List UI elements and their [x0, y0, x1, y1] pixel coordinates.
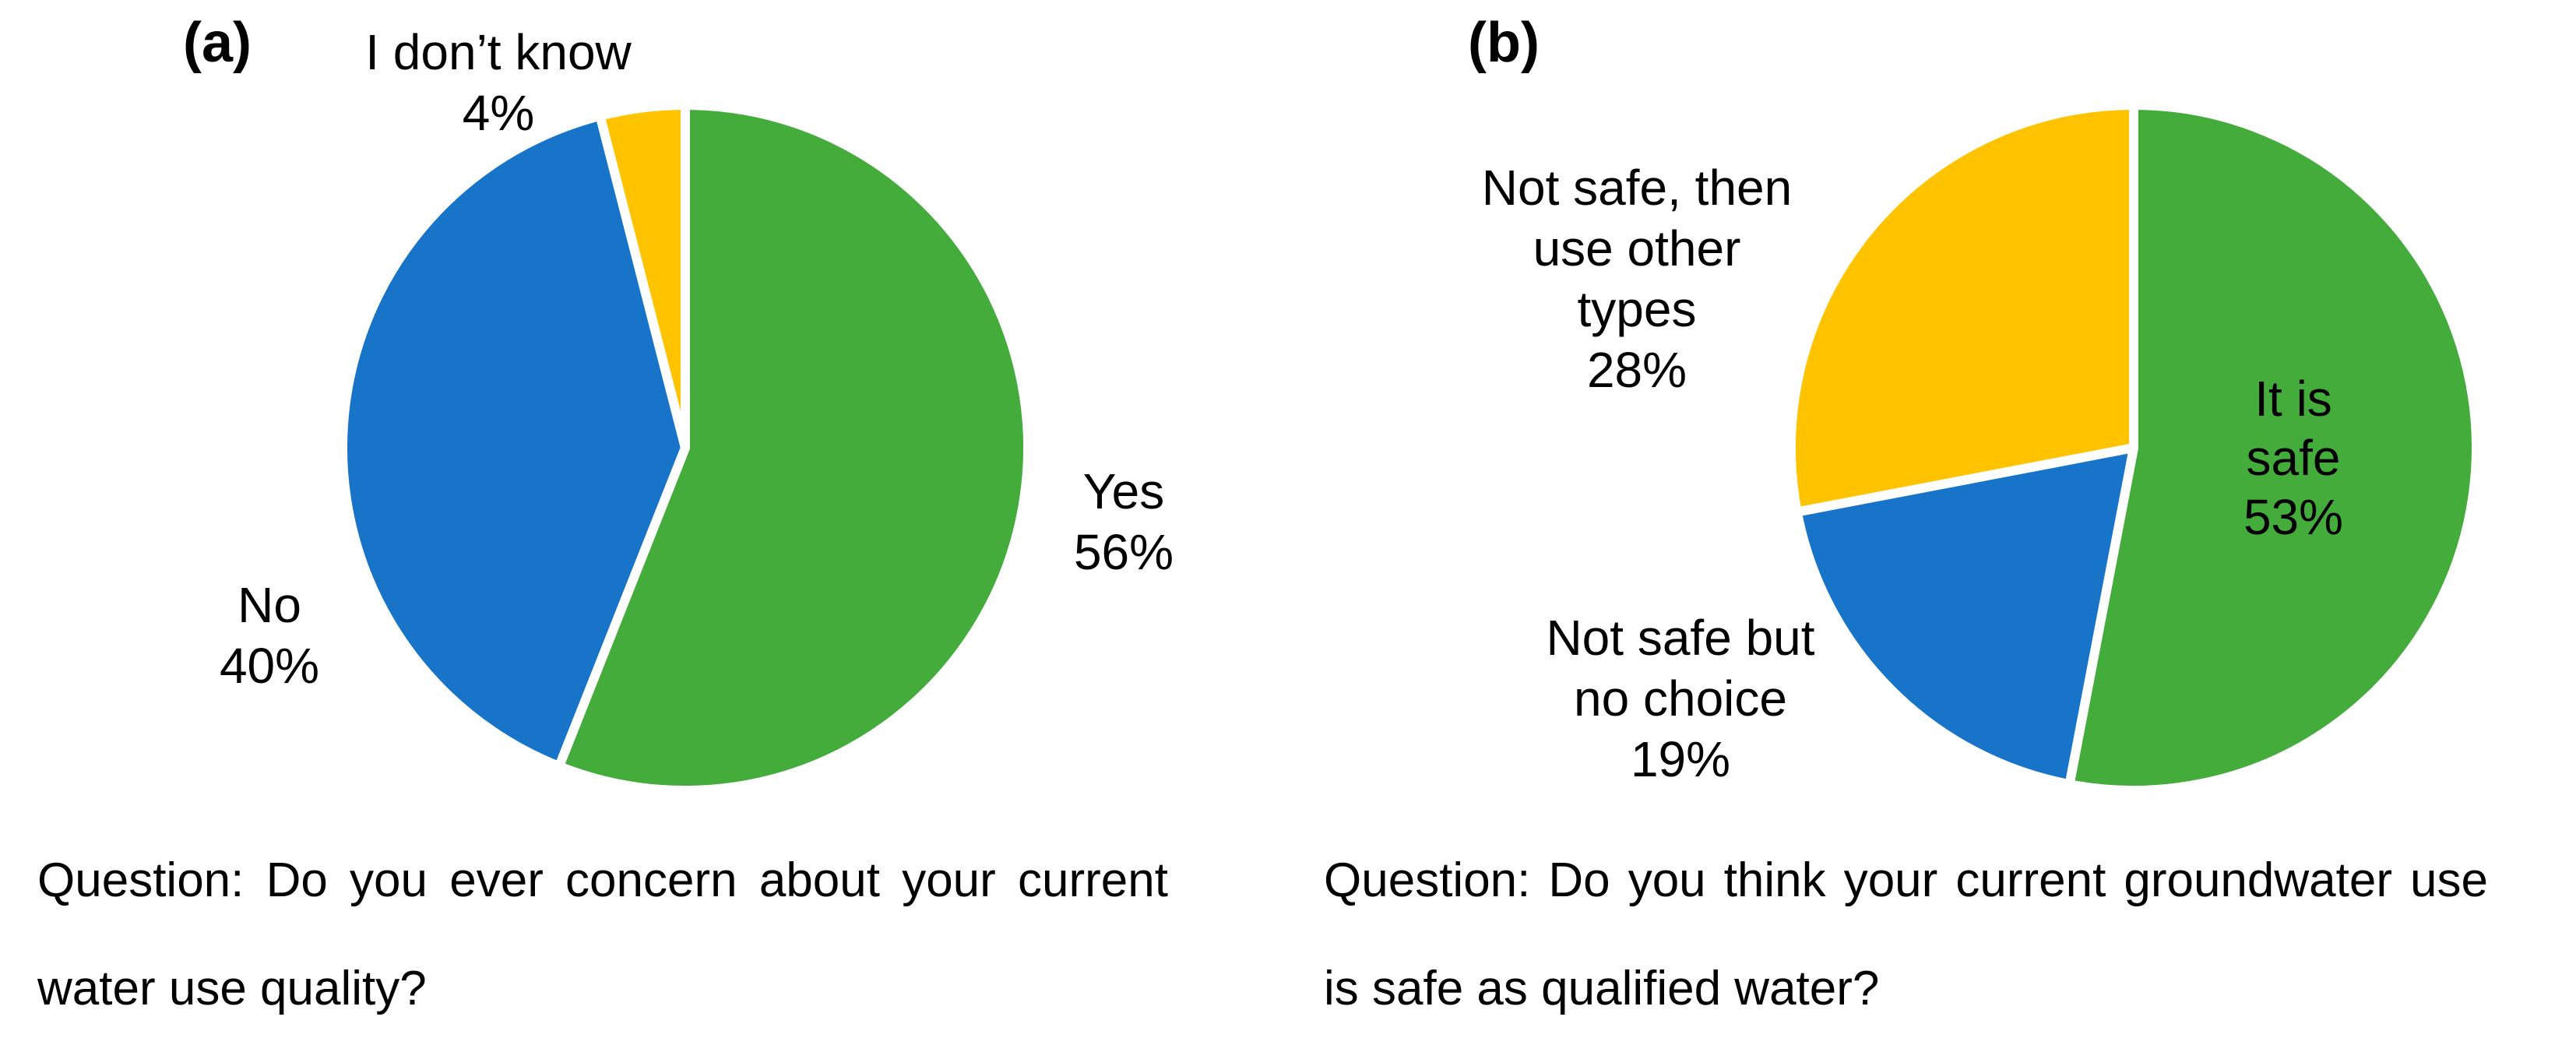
question-caption-b: Question: Do you think your current grou… — [1324, 857, 2488, 1013]
slice-label-not-safe-no-choice: Not safe but no choice 19% — [1546, 607, 1814, 790]
slice-label-line: use other — [1533, 220, 1741, 276]
pie-chart-a — [338, 100, 1033, 795]
question-caption-a: Question: Do you ever concern about your… — [37, 857, 1168, 1013]
slice-label-line: safe — [2246, 430, 2341, 486]
question-line: Question: Do you ever concern about your… — [37, 853, 1168, 907]
slice-label-line: 19% — [1630, 731, 1731, 787]
question-line: Question: Do you think your current grou… — [1324, 853, 2488, 907]
slice-label-yes: Yes 56% — [1074, 461, 1174, 582]
pie-slice-b-19pct — [1792, 443, 2138, 790]
pie-slice-b-53pct — [2064, 100, 2481, 795]
slice-label-i-dont-know: I don’t know 4% — [365, 22, 632, 143]
slice-label-no: No 40% — [220, 575, 319, 696]
question-line: is safe as qualified water? — [1324, 962, 1880, 1015]
slice-label-line: 28% — [1586, 342, 1687, 398]
slice-label-line: Yes — [1082, 463, 1165, 519]
panel-label-a: (a) — [183, 12, 252, 74]
pie-chart-b — [1786, 100, 2481, 795]
slice-label-line: Not safe but — [1546, 610, 1815, 666]
pie-slice-b-28pct — [1786, 100, 2138, 517]
pie-slice-a-56pct — [554, 100, 1033, 795]
slice-label-line: It is — [2254, 371, 2332, 427]
slice-label-line: 4% — [462, 85, 535, 141]
pie-slice-a-4pct — [595, 100, 690, 452]
slice-label-line: 56% — [1073, 524, 1174, 580]
slice-label-not-safe-use-other-types: Not safe, then use other types 28% — [1482, 157, 1792, 400]
slice-label-line: 53% — [2243, 489, 2344, 545]
slice-label-line: types — [1577, 281, 1697, 337]
panel-label-b: (b) — [1468, 12, 1540, 74]
question-line: water use quality? — [37, 962, 427, 1015]
slice-label-line: I don’t know — [365, 24, 632, 80]
slice-label-line: No — [238, 577, 301, 633]
slice-label-it-is-safe: It is safe 53% — [2243, 369, 2343, 547]
pie-slice-a-40pct — [338, 111, 690, 772]
slice-label-line: Not safe, then — [1481, 160, 1793, 216]
slice-label-line: 40% — [219, 638, 320, 694]
slice-label-line: no choice — [1574, 670, 1787, 727]
